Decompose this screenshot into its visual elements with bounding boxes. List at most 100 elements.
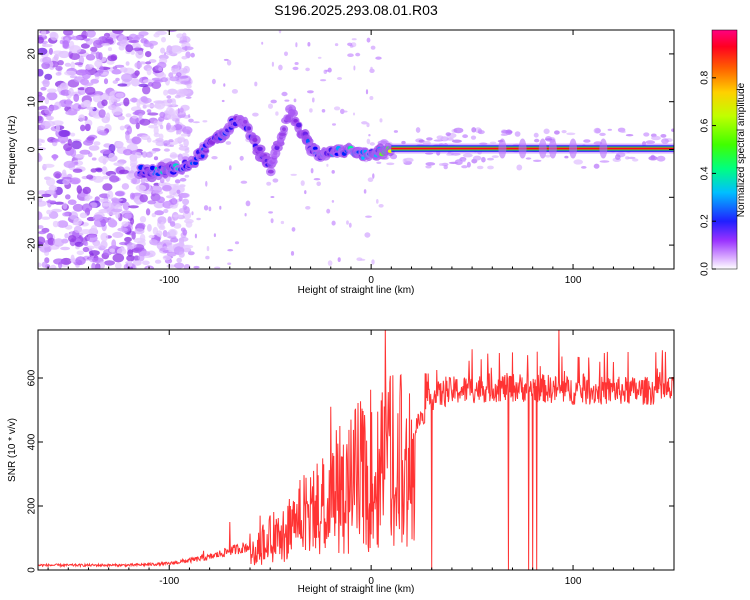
spectrogram-halo-blob bbox=[514, 131, 521, 137]
spectrogram-noise-blob bbox=[142, 85, 151, 95]
spectrogram-noise-blob bbox=[227, 262, 232, 265]
spectrogram-noise-blob bbox=[91, 157, 97, 161]
spectrogram-noise-blob bbox=[178, 251, 185, 258]
spectrogram-noise-blob bbox=[79, 149, 91, 155]
spectrogram-noise-blob bbox=[305, 67, 310, 72]
spectrogram-noise-blob bbox=[72, 203, 84, 212]
spectrogram-noise-blob bbox=[158, 116, 165, 122]
spectrogram-noise-blob bbox=[375, 56, 382, 60]
spectrogram-noise-blob bbox=[219, 205, 222, 210]
spectrogram-noise-blob bbox=[53, 258, 65, 265]
spectrogram-noise-blob bbox=[376, 161, 382, 164]
spectrogram-noise-blob bbox=[355, 52, 361, 57]
spectrogram-noise-blob bbox=[162, 184, 172, 192]
spectrogram-noise-blob bbox=[223, 83, 226, 87]
spectrogram-noise-blob bbox=[80, 124, 86, 132]
spectrogram-noise-blob bbox=[153, 156, 159, 161]
spectrogram-noise-blob bbox=[81, 30, 88, 39]
spectrogram-halo-blob bbox=[445, 132, 451, 137]
spectrogram-halo-blob bbox=[583, 139, 591, 143]
spectrogram-noise-blob bbox=[370, 45, 376, 50]
spectrogram-noise-blob bbox=[38, 142, 42, 147]
spectrogram-noise-blob bbox=[211, 78, 216, 85]
spectrogram-noise-blob bbox=[141, 151, 148, 158]
spectrogram-noise-blob bbox=[50, 31, 59, 41]
spectrogram-noise-blob bbox=[186, 84, 192, 89]
spectrogram-ridge-cell bbox=[287, 116, 292, 120]
spectrogram-noise-blob bbox=[326, 163, 329, 167]
spectrogram-noise-blob bbox=[112, 231, 124, 238]
spectrogram-noise-blob bbox=[38, 36, 44, 44]
spectrogram-noise-blob bbox=[122, 201, 130, 211]
spectrogram-noise-blob bbox=[353, 65, 356, 71]
spectrogram-noise-blob bbox=[93, 242, 101, 249]
spectrogram-noise-blob bbox=[245, 200, 251, 207]
snr-axes: -100 0 100 0 200 400 600 bbox=[27, 330, 675, 587]
spectrogram-noise-blob bbox=[178, 208, 185, 214]
spectrogram-halo-blob bbox=[454, 159, 463, 166]
spectrogram-noise-blob bbox=[131, 136, 142, 145]
spectrogram-ylabel: Frequency (Hz) bbox=[7, 116, 18, 185]
spectrogram-noise-blob bbox=[173, 223, 182, 229]
spectrogram-noise-blob bbox=[156, 230, 163, 237]
spectrogram-noise-blob bbox=[117, 227, 128, 232]
spectrogram-noise-blob bbox=[177, 153, 183, 161]
snr-xtick-label: -100 bbox=[159, 576, 179, 587]
spectrogram-noise-blob bbox=[177, 107, 180, 114]
spectrogram-ridge-cell bbox=[292, 111, 296, 115]
spectrogram-noise-blob bbox=[124, 213, 132, 219]
spectrogram-noise-blob bbox=[177, 136, 186, 142]
snr-panel: -100 0 100 0 200 400 600 Height of straight li… bbox=[7, 329, 675, 595]
spectrogram-halo-blob bbox=[404, 157, 414, 163]
spectrogram-halo-blob bbox=[466, 161, 471, 168]
spectrogram-noise-blob bbox=[118, 45, 125, 51]
spectrogram-noise-blob bbox=[92, 94, 102, 103]
spectrogram-noise-blob bbox=[108, 104, 117, 111]
spectrogram-ytick-label: 0 bbox=[27, 146, 38, 152]
spectrogram-noise-blob bbox=[191, 211, 194, 216]
spectrogram-noise-blob bbox=[317, 56, 322, 59]
spectrogram-noise-blob bbox=[82, 82, 94, 86]
spectrogram-noise-blob bbox=[126, 242, 137, 249]
snr-ytick-label: 600 bbox=[27, 369, 38, 386]
spectrogram-halo-blob bbox=[533, 132, 539, 138]
spectrogram-noise-blob bbox=[84, 86, 96, 95]
spectrogram-noise-blob bbox=[61, 169, 67, 177]
spectrogram-noise-blob bbox=[82, 186, 92, 194]
spectrogram-noise-blob bbox=[131, 115, 138, 119]
spectrogram-noise-blob bbox=[160, 221, 165, 230]
spectrogram-noise-blob bbox=[127, 249, 134, 257]
snr-ylabel: SNR (10 * v/v) bbox=[7, 418, 18, 482]
spectrogram-noise-blob bbox=[90, 78, 99, 84]
spectrogram-noise-blob bbox=[164, 52, 167, 56]
spectrogram-noise-blob bbox=[55, 65, 63, 71]
spectrogram-halo-blob bbox=[386, 162, 395, 166]
spectrogram-halo-blob bbox=[656, 155, 666, 162]
spectrogram-marks bbox=[38, 30, 674, 269]
spectrogram-noise-blob bbox=[65, 98, 72, 108]
spectrogram-noise-blob bbox=[188, 118, 194, 123]
spectrogram-halo-blob bbox=[436, 135, 444, 140]
spectrogram-noise-blob bbox=[139, 233, 146, 242]
spectrogram-noise-blob bbox=[179, 192, 190, 199]
spectrogram-noise-blob bbox=[72, 168, 83, 173]
spectrogram-noise-blob bbox=[142, 260, 150, 266]
spectrogram-noise-blob bbox=[159, 124, 164, 130]
spectrogram-noise-blob bbox=[125, 61, 130, 66]
spectrogram-noise-blob bbox=[171, 197, 177, 204]
spectrogram-noise-blob bbox=[65, 194, 71, 200]
spectrogram-noise-blob bbox=[180, 80, 192, 85]
spectrogram-noise-blob bbox=[88, 145, 100, 151]
spectrogram-noise-blob bbox=[70, 132, 76, 137]
spectrogram-noise-blob bbox=[55, 72, 62, 76]
spectrogram-xtick-label: -100 bbox=[159, 275, 179, 286]
spectrogram-noise-blob bbox=[44, 97, 50, 105]
spectrogram-noise-blob bbox=[270, 99, 277, 104]
spectrogram-line-blob bbox=[569, 138, 578, 159]
spectrogram-noise-blob bbox=[376, 199, 379, 204]
spectrogram-noise-blob bbox=[368, 134, 371, 137]
spectrogram-halo-blob bbox=[500, 133, 508, 136]
snr-ytick-label: 200 bbox=[27, 497, 38, 514]
